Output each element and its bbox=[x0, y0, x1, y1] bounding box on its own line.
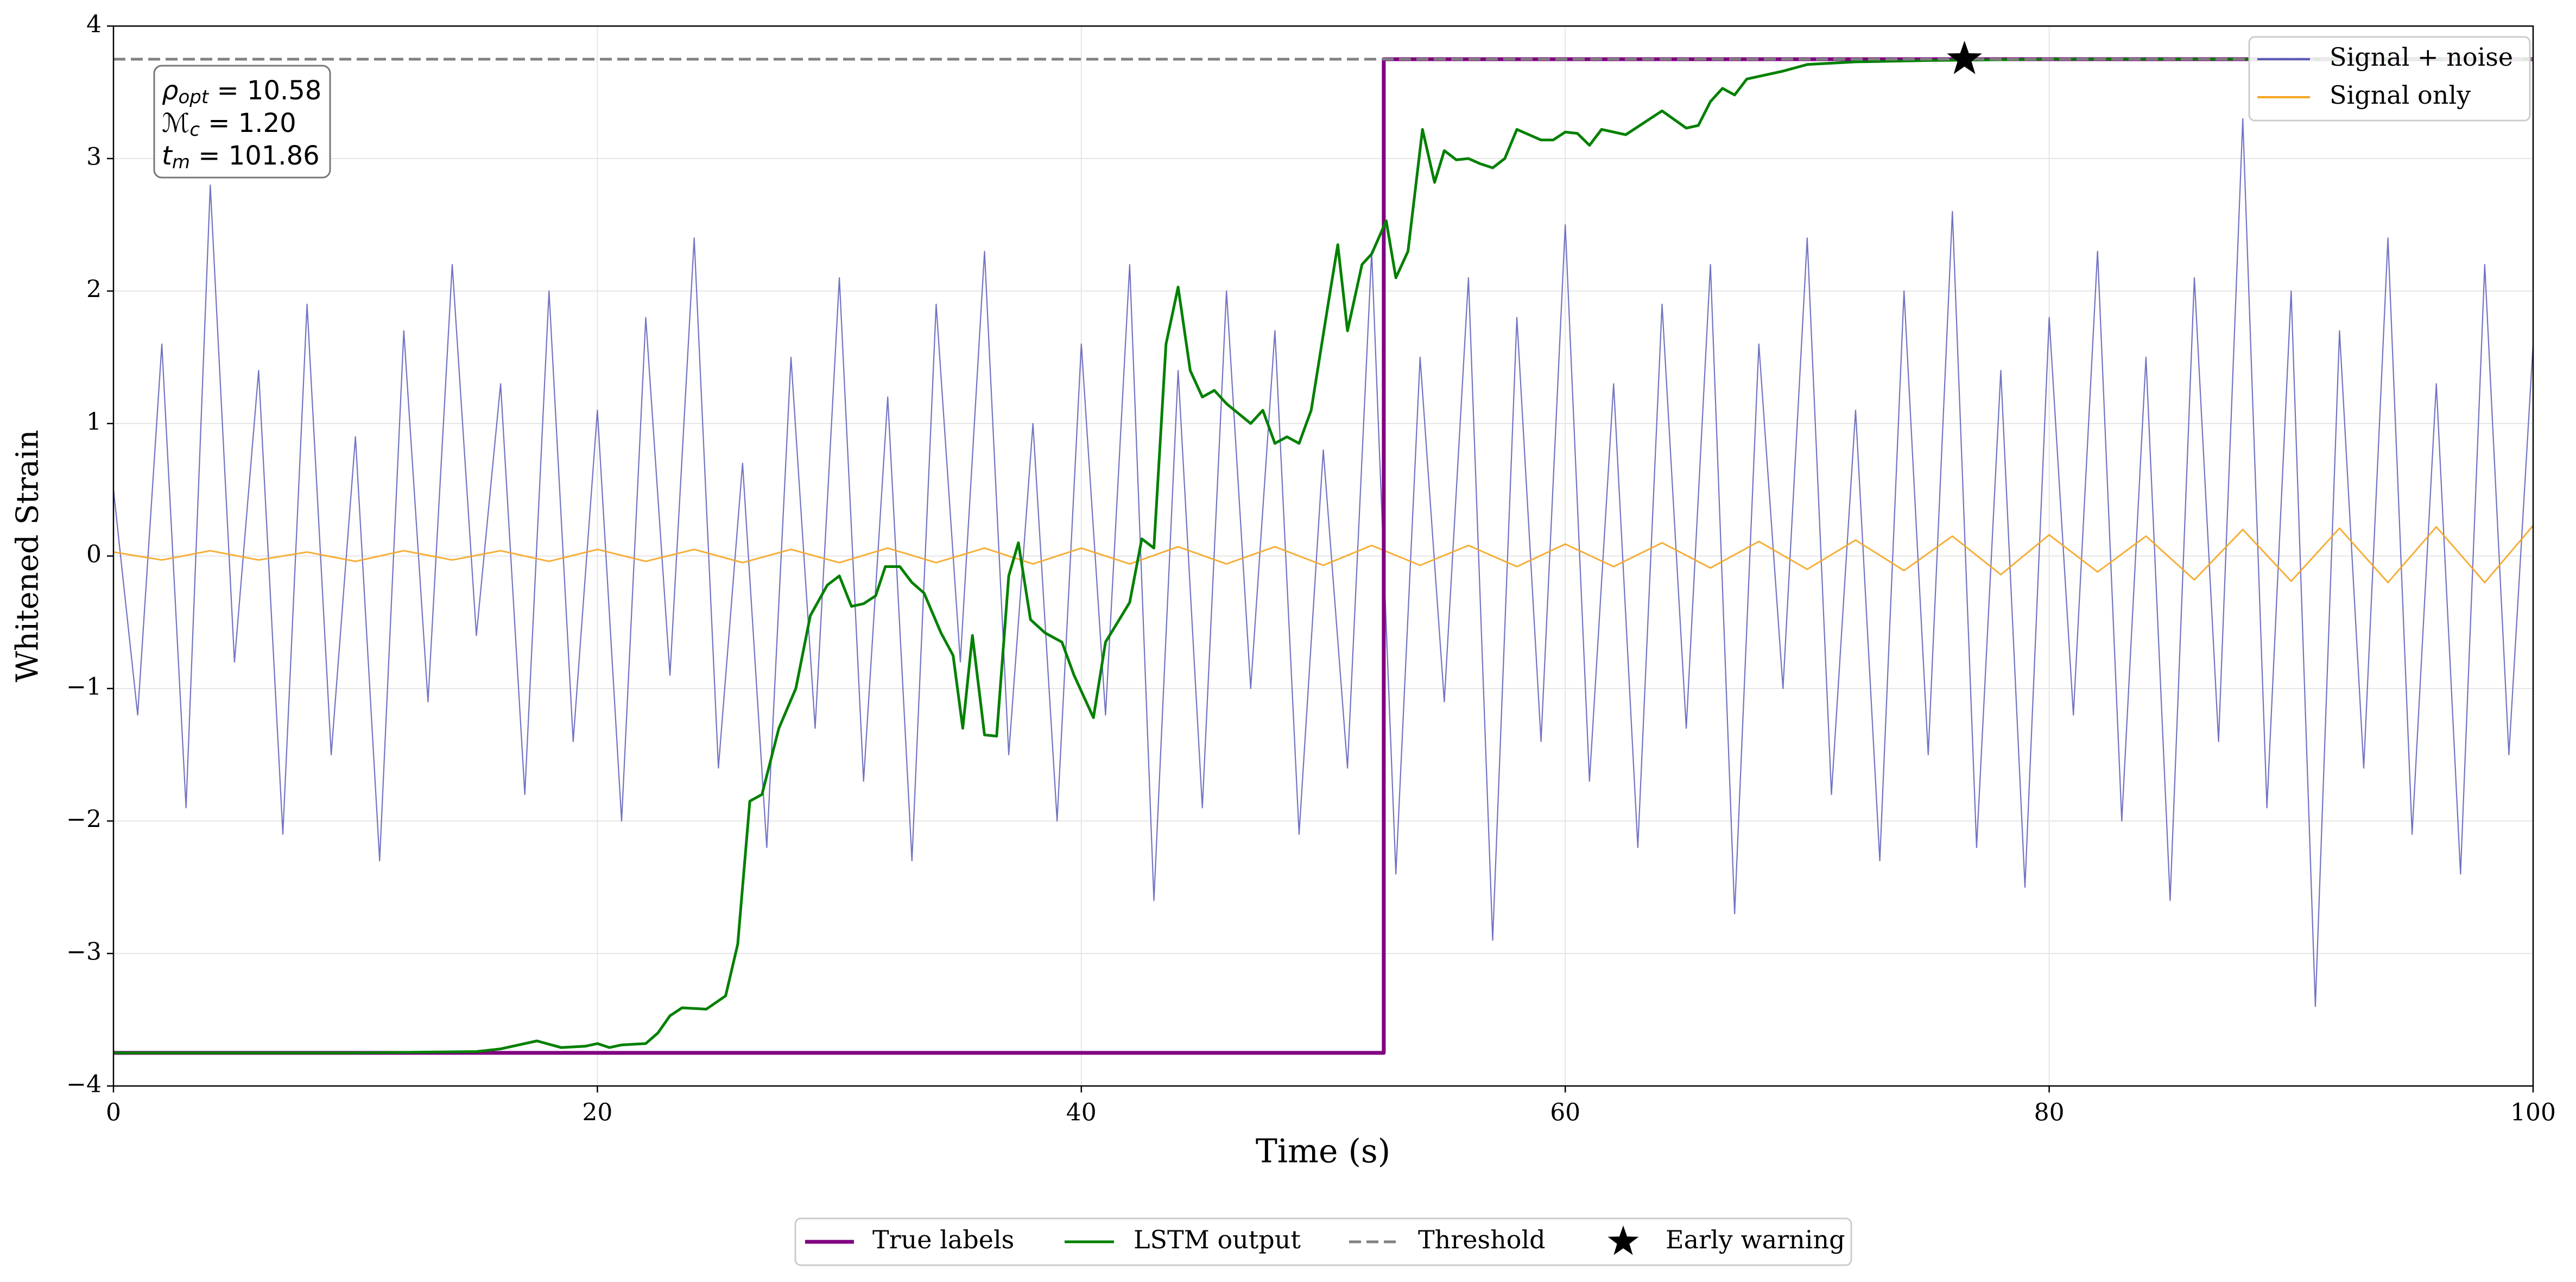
annotation-box bbox=[153, 65, 331, 179]
x-tick-label: 80 bbox=[2034, 1099, 2065, 1127]
y-axis-label: Whitened Strain bbox=[10, 430, 46, 682]
legend-box bbox=[2248, 36, 2531, 122]
annotation-symbol: ℳ bbox=[162, 108, 189, 138]
legend-label: Signal only bbox=[2330, 80, 2471, 110]
y-tick-label: −3 bbox=[66, 938, 102, 966]
annotation-text: tm = 101.86 bbox=[162, 141, 320, 173]
legend-label: Threshold bbox=[1418, 1225, 1546, 1254]
early-warning-marker bbox=[1947, 41, 1982, 74]
series-line bbox=[113, 525, 2534, 584]
y-tick-label: 4 bbox=[86, 11, 102, 39]
y-tick-label: −4 bbox=[66, 1071, 102, 1098]
annotation-subscript: opt bbox=[178, 86, 209, 108]
legend-label: True labels bbox=[872, 1225, 1014, 1254]
legend-label: Signal + noise bbox=[2330, 42, 2513, 72]
legend-label: LSTM output bbox=[1134, 1225, 1301, 1254]
legend-box bbox=[794, 1217, 1852, 1266]
annotation-subscript: c bbox=[189, 119, 200, 141]
annotation-symbol: t bbox=[162, 141, 173, 171]
x-tick-label: 20 bbox=[582, 1099, 612, 1127]
annotation-value: = 10.58 bbox=[208, 75, 321, 106]
series-line bbox=[113, 58, 2533, 1054]
y-tick-label: −2 bbox=[66, 806, 102, 833]
plot-frame bbox=[112, 25, 2534, 1087]
y-tick-label: 1 bbox=[86, 408, 102, 436]
legend-marker bbox=[1607, 1226, 1639, 1255]
annotation-value: = 1.20 bbox=[200, 108, 296, 138]
annotation-value: = 101.86 bbox=[190, 141, 320, 171]
series-line bbox=[112, 118, 2534, 1007]
legend-label: Early warning bbox=[1666, 1225, 1845, 1254]
annotation-subscript: m bbox=[172, 151, 190, 173]
x-tick-label: 100 bbox=[2510, 1099, 2556, 1127]
x-tick-label: 0 bbox=[106, 1099, 121, 1127]
x-tick-label: 40 bbox=[1066, 1099, 1097, 1127]
y-tick-label: 2 bbox=[86, 276, 102, 304]
annotation-text: ρopt = 10.58 bbox=[162, 75, 321, 108]
x-tick-label: 60 bbox=[1550, 1099, 1580, 1127]
y-tick-label: −1 bbox=[66, 673, 102, 701]
y-tick-label: 0 bbox=[86, 541, 102, 569]
annotation-text: ℳc = 1.20 bbox=[162, 108, 296, 141]
y-tick-label: 3 bbox=[86, 143, 102, 171]
x-axis-label: Time (s) bbox=[1256, 1133, 1390, 1171]
annotation-symbol: ρ bbox=[162, 75, 178, 106]
